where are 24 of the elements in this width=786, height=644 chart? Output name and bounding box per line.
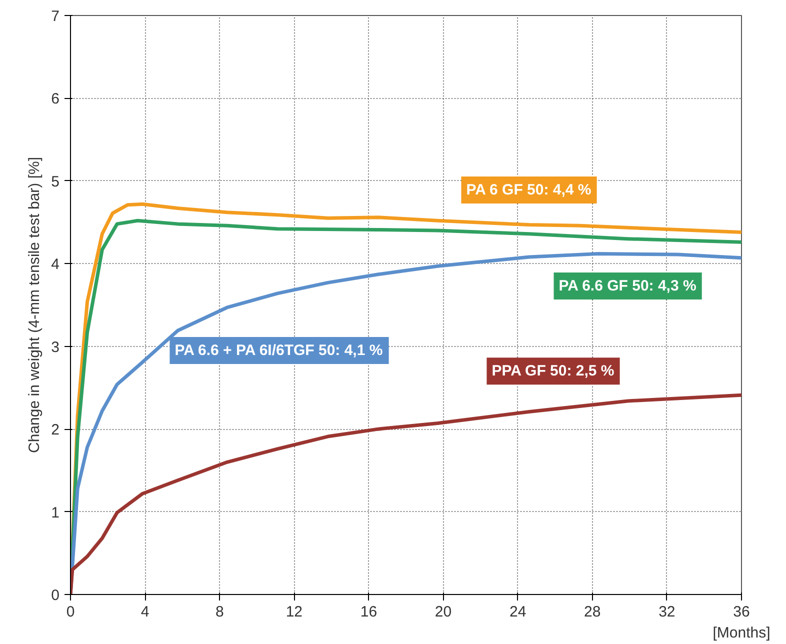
x-tick-label: 32 xyxy=(658,604,676,620)
x-tick-label: 36 xyxy=(733,604,750,620)
text: PA 6.6 GF 50: 4,3 % xyxy=(558,277,696,294)
x-tick-label: 8 xyxy=(215,604,224,620)
y-tick-label: 2 xyxy=(51,422,60,439)
x-tick-label: 12 xyxy=(286,604,303,620)
y-axis-title: Change in weight (4-mm tensile test bar) [%] xyxy=(26,157,44,453)
x-tick-label: 20 xyxy=(434,604,452,620)
y-tick-label: 5 xyxy=(51,173,60,190)
x-axis-title: [Months] xyxy=(712,624,770,642)
series-label: PA 6 GF 50: 4,4 % xyxy=(466,182,592,199)
x-tick-label: 16 xyxy=(360,604,378,620)
series-label: PA 6.6 + PA 6I/6TGF 50: 4,1 % xyxy=(174,342,383,359)
x-tick-label: 0 xyxy=(66,604,75,620)
y-tick-label: 1 xyxy=(51,504,60,522)
x-tick-label: 4 xyxy=(140,604,150,620)
y-tick-label: 0 xyxy=(51,587,60,604)
x-tick-label: 28 xyxy=(584,604,601,620)
y-tick-label: 6 xyxy=(51,90,60,108)
y-tick-label: 3 xyxy=(51,338,60,356)
series-label: PPA GF 50: 2,5 % xyxy=(492,362,614,380)
y-tick-label: 7 xyxy=(51,8,60,25)
y-tick-label: 4 xyxy=(51,256,60,274)
x-tick-label: 24 xyxy=(509,604,526,620)
